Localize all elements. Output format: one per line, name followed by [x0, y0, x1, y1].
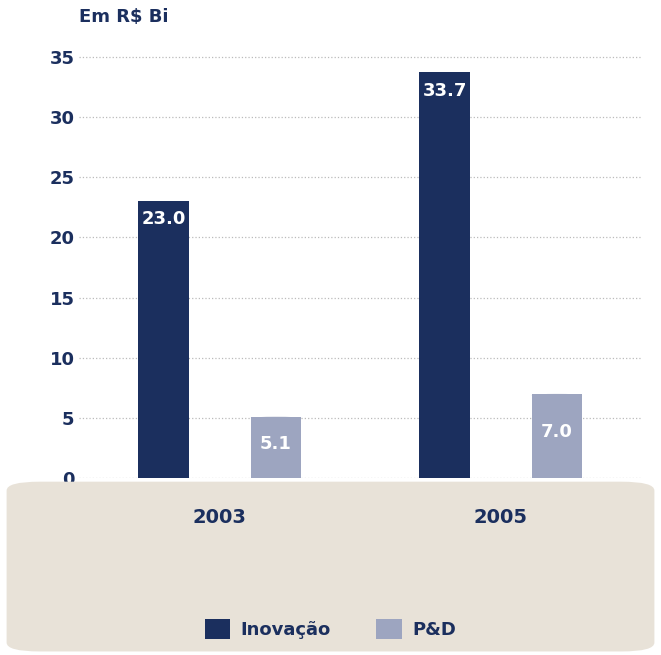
FancyBboxPatch shape [531, 394, 582, 396]
Legend: Inovação, P&D: Inovação, P&D [198, 612, 463, 646]
Text: 33.7: 33.7 [422, 81, 467, 100]
Bar [419, 73, 470, 478]
Text: 7.0: 7.0 [541, 423, 573, 441]
Bar [138, 201, 189, 478]
Text: 2005: 2005 [474, 508, 527, 527]
Text: 5.1: 5.1 [260, 436, 292, 453]
Text: Em R$ Bi: Em R$ Bi [79, 8, 169, 26]
Text: 2003: 2003 [193, 508, 247, 527]
FancyBboxPatch shape [7, 481, 654, 652]
Bar [531, 394, 582, 478]
FancyBboxPatch shape [138, 201, 189, 204]
Bar [251, 417, 301, 478]
Text: 23.0: 23.0 [141, 210, 186, 229]
FancyBboxPatch shape [419, 73, 470, 75]
FancyBboxPatch shape [251, 417, 301, 419]
